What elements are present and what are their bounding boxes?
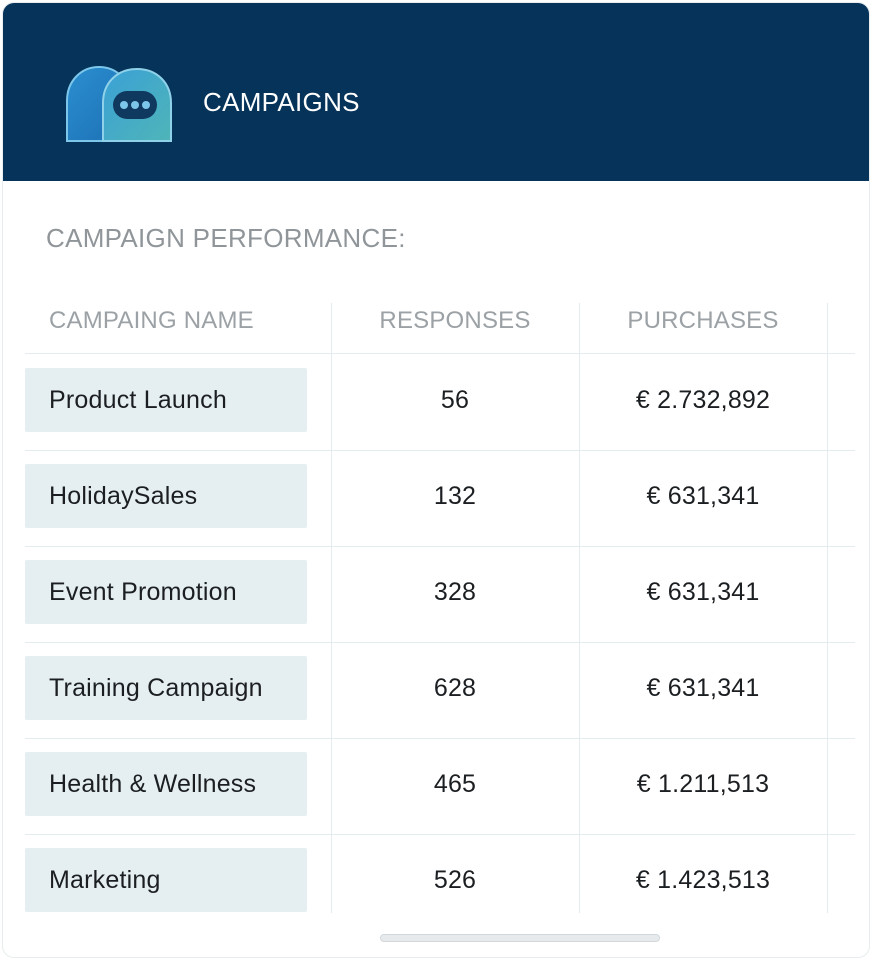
table-row[interactable]: Event Promotion 328 € 631,341: [25, 546, 855, 643]
responses-value: 56: [440, 386, 470, 414]
responses-value: 465: [433, 770, 477, 798]
responses-value: 328: [433, 578, 477, 606]
column-divider: [827, 303, 828, 913]
campaign-name: Marketing: [49, 866, 161, 894]
purchases-value: € 631,341: [646, 674, 760, 702]
campaign-table: CAMPAING NAME RESPONSES PURCHASES Produc…: [25, 303, 855, 913]
table-row[interactable]: HolidaySales 132 € 631,341: [25, 450, 855, 547]
chat-bubbles-icon: [66, 65, 172, 142]
column-header-name[interactable]: CAMPAING NAME: [49, 307, 254, 334]
table-row[interactable]: Training Campaign 628 € 631,341: [25, 642, 855, 739]
column-header-purchases[interactable]: PURCHASES: [627, 307, 779, 334]
table-header: CAMPAING NAME RESPONSES PURCHASES: [25, 303, 855, 354]
column-divider: [331, 303, 332, 913]
column-header-responses[interactable]: RESPONSES: [379, 307, 531, 334]
card-header: CAMPAIGNS: [3, 3, 869, 181]
campaign-name: Event Promotion: [49, 578, 237, 606]
column-divider: [579, 303, 580, 913]
section-title: CAMPAIGN PERFORMANCE:: [46, 223, 406, 253]
purchases-value: € 1.423,513: [635, 866, 771, 894]
responses-value: 526: [433, 866, 477, 894]
campaign-name: Product Launch: [49, 386, 227, 414]
campaign-name-cell: HolidaySales: [25, 464, 307, 528]
table-row[interactable]: Health & Wellness 465 € 1.211,513: [25, 738, 855, 835]
responses-value: 132: [433, 482, 477, 510]
campaign-name-cell: Marketing: [25, 848, 307, 912]
purchases-value: € 631,341: [646, 482, 760, 510]
table-row[interactable]: Marketing 526 € 1.423,513: [25, 834, 855, 913]
campaign-name-cell: Health & Wellness: [25, 752, 307, 816]
purchases-value: € 2.732,892: [635, 386, 771, 414]
campaign-name-cell: Training Campaign: [25, 656, 307, 720]
campaign-name: Health & Wellness: [49, 770, 257, 798]
purchases-value: € 631,341: [646, 578, 760, 606]
table-row[interactable]: Product Launch 56 € 2.732,892: [25, 354, 855, 451]
campaign-name-cell: Event Promotion: [25, 560, 307, 624]
horizontal-scrollbar[interactable]: [380, 934, 660, 942]
header-title: CAMPAIGNS: [203, 87, 360, 117]
campaign-name: HolidaySales: [49, 482, 198, 510]
campaign-name: Training Campaign: [49, 674, 263, 702]
responses-value: 628: [433, 674, 477, 702]
campaign-name-cell: Product Launch: [25, 368, 307, 432]
purchases-value: € 1.211,513: [636, 770, 770, 798]
